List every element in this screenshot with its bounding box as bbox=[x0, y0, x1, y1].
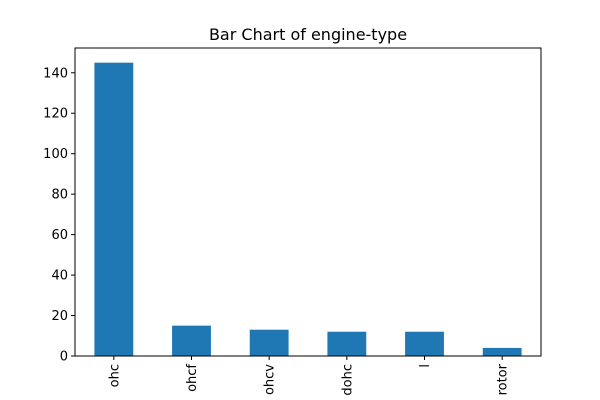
y-tick-label: 40 bbox=[51, 269, 68, 284]
x-tick-label: l bbox=[418, 364, 433, 368]
x-tick-label: ohcv bbox=[263, 364, 278, 395]
x-tick-label: dohc bbox=[340, 364, 355, 396]
chart-title: Bar Chart of engine-type bbox=[209, 25, 407, 44]
y-tick-label: 0 bbox=[60, 350, 68, 365]
bar-ohcf bbox=[172, 325, 211, 356]
y-axis-ticks: 0 20 40 60 80 100 120 140 bbox=[43, 66, 75, 365]
x-axis-ticks: ohc ohcf ohcv dohc l rotor bbox=[107, 356, 511, 396]
bar-l bbox=[405, 331, 444, 356]
y-tick-label: 100 bbox=[43, 147, 68, 162]
x-tick-label: ohc bbox=[107, 364, 122, 387]
bar-dohc bbox=[327, 331, 367, 356]
y-tick-label: 120 bbox=[43, 107, 68, 122]
y-tick-label: 60 bbox=[51, 228, 68, 243]
y-tick-label: 20 bbox=[51, 309, 68, 324]
x-tick-label: ohcf bbox=[185, 364, 200, 392]
bar-ohcv bbox=[249, 329, 289, 356]
bars-group bbox=[94, 62, 522, 357]
plot-frame bbox=[74, 47, 542, 357]
bar-rotor bbox=[482, 347, 522, 356]
y-tick-label: 80 bbox=[51, 188, 68, 203]
bar-ohc bbox=[94, 62, 134, 357]
y-tick-label: 140 bbox=[43, 66, 68, 81]
x-tick-label: rotor bbox=[496, 363, 511, 395]
